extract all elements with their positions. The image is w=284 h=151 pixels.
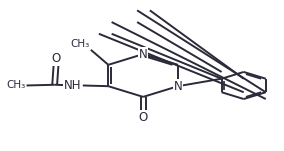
Text: NH: NH: [64, 79, 82, 92]
Text: CH₃: CH₃: [70, 39, 89, 49]
Text: O: O: [139, 111, 148, 124]
Text: N: N: [174, 80, 182, 93]
Text: CH₃: CH₃: [6, 80, 25, 90]
Text: N: N: [139, 48, 147, 61]
Text: O: O: [51, 52, 61, 65]
